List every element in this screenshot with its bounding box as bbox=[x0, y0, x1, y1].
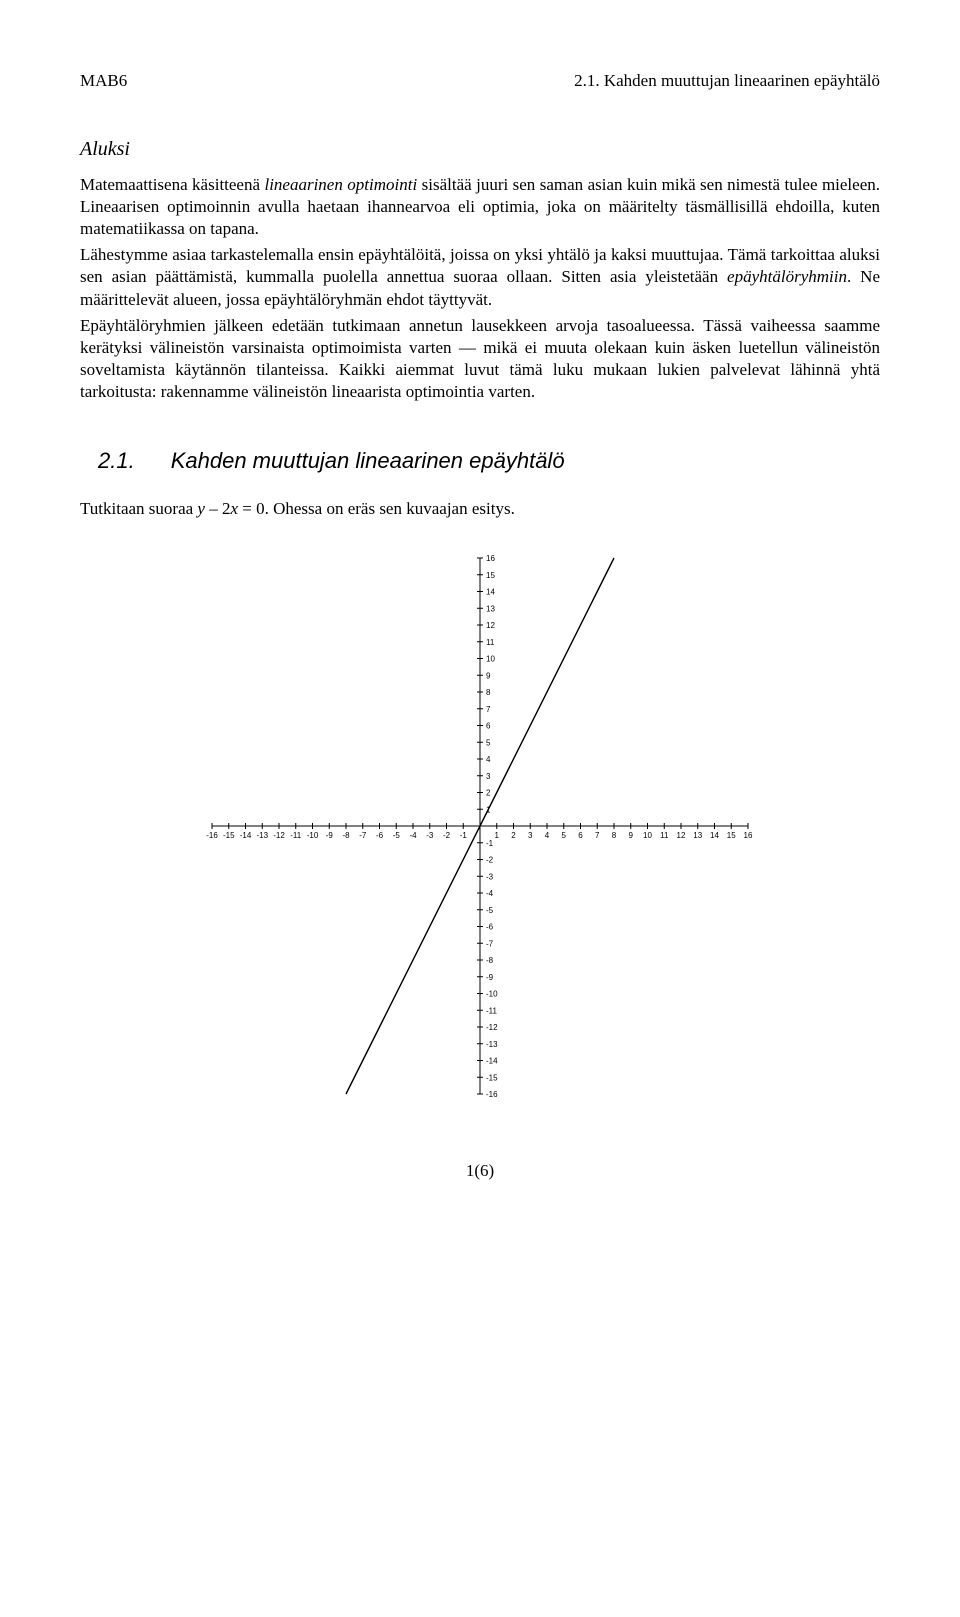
svg-text:-3: -3 bbox=[426, 831, 434, 840]
svg-text:6: 6 bbox=[578, 831, 583, 840]
svg-text:-10: -10 bbox=[307, 831, 319, 840]
inv-a: Tutkitaan suoraa bbox=[80, 499, 197, 518]
svg-text:10: 10 bbox=[643, 831, 652, 840]
svg-text:-13: -13 bbox=[256, 831, 268, 840]
svg-text:9: 9 bbox=[486, 671, 491, 680]
svg-text:-5: -5 bbox=[393, 831, 401, 840]
svg-text:-7: -7 bbox=[486, 939, 494, 948]
paragraph-2: Lähestymme asiaa tarkastelemalla ensin e… bbox=[80, 244, 880, 310]
svg-text:-3: -3 bbox=[486, 872, 494, 881]
svg-text:2: 2 bbox=[486, 788, 491, 797]
aluksi-heading: Aluksi bbox=[80, 136, 880, 162]
svg-text:-12: -12 bbox=[273, 831, 285, 840]
svg-text:-9: -9 bbox=[326, 831, 334, 840]
svg-text:9: 9 bbox=[629, 831, 634, 840]
svg-text:15: 15 bbox=[727, 831, 736, 840]
inv-em1: y bbox=[197, 499, 205, 518]
svg-text:11: 11 bbox=[660, 831, 669, 840]
svg-text:-4: -4 bbox=[486, 889, 494, 898]
svg-text:-11: -11 bbox=[486, 1006, 498, 1015]
svg-text:-6: -6 bbox=[376, 831, 384, 840]
svg-text:3: 3 bbox=[486, 771, 491, 780]
inv-b: – 2 bbox=[205, 499, 231, 518]
svg-text:-2: -2 bbox=[486, 855, 494, 864]
p1-text-a: Matemaattisena käsitteenä bbox=[80, 175, 264, 194]
svg-text:-9: -9 bbox=[486, 972, 494, 981]
svg-text:8: 8 bbox=[486, 688, 491, 697]
line-chart: -16-15-14-13-12-11-10-9-8-7-6-5-4-3-2-11… bbox=[200, 546, 760, 1106]
p2-em1: epäyhtälöryhmiin bbox=[727, 267, 847, 286]
svg-text:-8: -8 bbox=[486, 956, 494, 965]
svg-text:8: 8 bbox=[612, 831, 617, 840]
section-title: Kahden muuttujan lineaarinen epäyhtälö bbox=[171, 448, 565, 473]
svg-text:6: 6 bbox=[486, 721, 491, 730]
svg-text:5: 5 bbox=[562, 831, 567, 840]
svg-text:-12: -12 bbox=[486, 1023, 498, 1032]
paragraph-1: Matemaattisena käsitteenä lineaarinen op… bbox=[80, 174, 880, 240]
svg-text:1: 1 bbox=[495, 831, 500, 840]
svg-text:-7: -7 bbox=[359, 831, 367, 840]
investigate-line: Tutkitaan suoraa y – 2x = 0. Ohessa on e… bbox=[80, 498, 880, 520]
inv-c: = 0. Ohessa on eräs sen kuvaajan esitys. bbox=[238, 499, 515, 518]
intro-paragraphs: Matemaattisena käsitteenä lineaarinen op… bbox=[80, 174, 880, 403]
svg-text:-15: -15 bbox=[223, 831, 235, 840]
svg-text:-16: -16 bbox=[486, 1090, 498, 1099]
svg-text:13: 13 bbox=[486, 604, 495, 613]
header-left: MAB6 bbox=[80, 70, 127, 92]
svg-text:4: 4 bbox=[486, 755, 491, 764]
svg-text:-5: -5 bbox=[486, 905, 494, 914]
header-right: 2.1. Kahden muuttujan lineaarinen epäyht… bbox=[574, 70, 880, 92]
paragraph-3: Epäyhtälöryhmien jälkeen edetään tutkima… bbox=[80, 315, 880, 403]
svg-text:4: 4 bbox=[545, 831, 550, 840]
svg-text:-8: -8 bbox=[342, 831, 350, 840]
svg-text:-2: -2 bbox=[443, 831, 451, 840]
svg-text:-1: -1 bbox=[460, 831, 468, 840]
svg-text:7: 7 bbox=[595, 831, 600, 840]
svg-text:12: 12 bbox=[677, 831, 686, 840]
section-number: 2.1. bbox=[80, 448, 171, 473]
svg-text:14: 14 bbox=[486, 587, 495, 596]
svg-text:3: 3 bbox=[528, 831, 533, 840]
svg-text:13: 13 bbox=[693, 831, 702, 840]
svg-text:5: 5 bbox=[486, 738, 491, 747]
svg-text:-16: -16 bbox=[206, 831, 218, 840]
svg-text:-15: -15 bbox=[486, 1073, 498, 1082]
chart-container: -16-15-14-13-12-11-10-9-8-7-6-5-4-3-2-11… bbox=[80, 546, 880, 1106]
svg-text:-13: -13 bbox=[486, 1039, 498, 1048]
svg-text:-4: -4 bbox=[409, 831, 417, 840]
svg-text:16: 16 bbox=[744, 831, 753, 840]
svg-text:-14: -14 bbox=[486, 1056, 498, 1065]
svg-text:14: 14 bbox=[710, 831, 719, 840]
svg-text:11: 11 bbox=[486, 637, 495, 646]
svg-text:-14: -14 bbox=[240, 831, 252, 840]
svg-text:2: 2 bbox=[511, 831, 516, 840]
svg-text:7: 7 bbox=[486, 704, 491, 713]
svg-text:15: 15 bbox=[486, 570, 495, 579]
section-heading: 2.1.Kahden muuttujan lineaarinen epäyhtä… bbox=[80, 447, 880, 476]
page-footer: 1(6) bbox=[80, 1160, 880, 1182]
page-header: MAB6 2.1. Kahden muuttujan lineaarinen e… bbox=[80, 70, 880, 92]
p1-em1: lineaarinen optimointi bbox=[264, 175, 417, 194]
svg-text:-11: -11 bbox=[290, 831, 302, 840]
svg-text:12: 12 bbox=[486, 621, 495, 630]
svg-text:16: 16 bbox=[486, 554, 495, 563]
svg-text:-10: -10 bbox=[486, 989, 498, 998]
svg-text:-6: -6 bbox=[486, 922, 494, 931]
svg-text:10: 10 bbox=[486, 654, 495, 663]
svg-text:-1: -1 bbox=[486, 838, 494, 847]
inv-em2: x bbox=[230, 499, 238, 518]
